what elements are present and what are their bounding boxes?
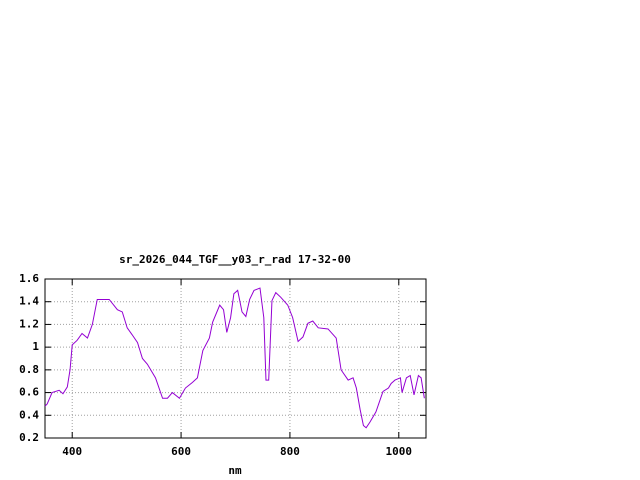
y-tick-label: 0.4 xyxy=(19,408,39,421)
plot-frame xyxy=(44,278,427,439)
y-tick-label: 1.6 xyxy=(19,272,39,285)
y-tick-label: 0.6 xyxy=(19,386,39,399)
x-axis-label: nm xyxy=(228,464,242,477)
x-tick-label: 1000 xyxy=(386,445,413,458)
y-tick-label: 1.4 xyxy=(19,295,39,308)
y-tick-label: 1.2 xyxy=(19,317,39,330)
data-line xyxy=(44,287,425,429)
y-tick-label: 0.8 xyxy=(19,363,39,376)
y-tick-label: 0.2 xyxy=(19,431,39,444)
chart-title: sr_2026_044_TGF__y03_r_rad 17-32-00 xyxy=(119,253,351,266)
x-tick-label: 600 xyxy=(171,445,191,458)
x-tick-label: 800 xyxy=(280,445,300,458)
x-tick-label: 400 xyxy=(62,445,82,458)
y-tick-label: 1 xyxy=(32,340,39,353)
